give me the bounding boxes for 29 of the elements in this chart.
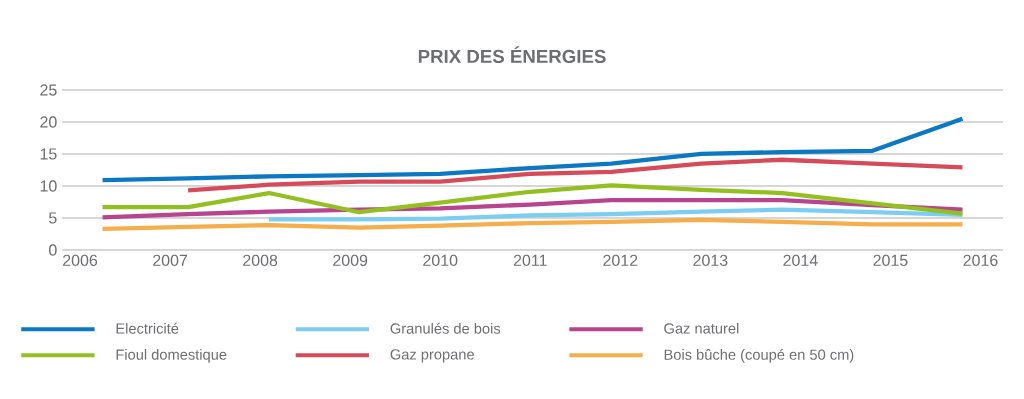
y-tick-label: 20 [40,116,57,128]
x-tick-label: 2011 [513,254,547,267]
legend-label: Fioul domestique [116,349,227,363]
y-tick-label: 15 [40,148,57,160]
legend-label: Gaz propane [390,349,474,363]
x-tick-label: 2016 [963,254,998,267]
x-tick-label: 2014 [783,254,818,267]
line-series [100,183,965,216]
y-tick-label: 0 [49,244,57,256]
legend-label: Gaz naturel [664,322,739,334]
y-tick-label: 5 [49,212,57,224]
x-tick-label: 2015 [873,254,908,267]
legend-label: Electricité [116,322,179,334]
x-tick-label: 2008 [243,254,278,267]
x-tick-label: 2010 [423,254,458,267]
legend-label: Bois bûche (coupé en 50 cm) [664,348,854,363]
y-tick-label: 25 [40,84,57,96]
y-tick-label: 10 [40,180,57,192]
line-series [266,207,965,222]
legend-label: Granulés de bois [390,322,501,334]
chart-title: PRIX DES ÉNERGIES [418,46,606,64]
x-tick-label: 2013 [693,254,728,267]
line-series [185,157,965,193]
x-tick-label: 2009 [333,254,368,267]
line-series [100,116,965,183]
line-series [100,217,965,232]
x-tick-label: 2007 [153,254,188,267]
x-tick-label: 2006 [63,254,98,267]
x-tick-label: 2012 [603,254,638,267]
